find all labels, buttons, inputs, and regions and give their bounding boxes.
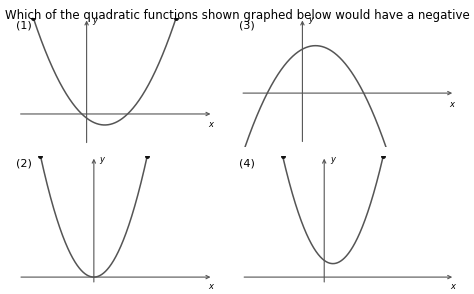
- Text: x: x: [209, 282, 213, 291]
- Text: (3): (3): [239, 20, 255, 30]
- Text: x: x: [450, 282, 455, 291]
- Text: x: x: [208, 120, 213, 129]
- Text: (4): (4): [239, 158, 255, 168]
- Text: y: y: [330, 155, 336, 164]
- Text: Which of the quadratic functions shown graphed below would have a negative discr: Which of the quadratic functions shown g…: [5, 9, 474, 22]
- Text: (1): (1): [16, 20, 32, 30]
- Text: y: y: [92, 16, 97, 25]
- Text: y: y: [100, 155, 104, 164]
- Text: (2): (2): [16, 158, 32, 168]
- Text: x: x: [449, 100, 455, 109]
- Text: y: y: [309, 15, 314, 24]
